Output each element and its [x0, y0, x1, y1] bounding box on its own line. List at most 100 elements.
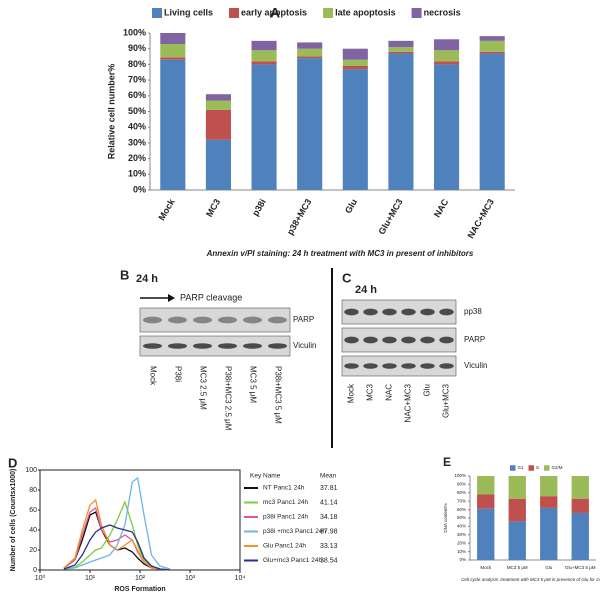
y-tick-label: 0	[33, 567, 37, 574]
y-tick-label: 100	[25, 467, 37, 474]
blot-band	[193, 343, 212, 349]
lane-label: Mock	[148, 366, 157, 386]
blot-band	[420, 363, 435, 369]
y-tick-label: 70%	[128, 74, 146, 84]
blot-band	[218, 343, 237, 349]
row-label: PARP	[464, 335, 485, 344]
blot-band	[439, 308, 454, 316]
row-label: Viculin	[464, 361, 487, 370]
annotation: PARP cleavage	[180, 292, 242, 302]
blot-band	[420, 336, 435, 344]
arrow-head	[168, 294, 175, 302]
legend-mean: 34.18	[320, 514, 338, 521]
bar-segment	[508, 521, 526, 560]
bar-segment	[297, 48, 323, 57]
legend-label: mc3 Panc1 24h	[263, 499, 309, 506]
blot-band	[420, 308, 435, 316]
x-tick-label: Glu+MC3 5 μM	[565, 565, 596, 570]
legend-mean: 87.98	[320, 528, 338, 535]
bar-segment	[160, 33, 186, 44]
legend-header: Key	[250, 473, 262, 480]
bar-segment	[388, 51, 414, 54]
row-label: PARP	[293, 315, 314, 324]
bar-segment	[342, 69, 368, 190]
legend-label: G1	[518, 465, 525, 470]
blot-band	[344, 308, 359, 316]
bar-segment	[388, 40, 414, 48]
legend-swatch	[229, 8, 240, 18]
legend-swatch	[323, 8, 334, 18]
y-tick-label: 10%	[457, 549, 466, 554]
blot-strip	[341, 355, 457, 377]
legend-label: necrosis	[424, 7, 461, 17]
bar-segment	[205, 94, 231, 101]
legend-label: Glu+mc3 Panc1 24h	[263, 557, 322, 564]
legend-label: NT Panc1 24h	[263, 485, 305, 492]
blot-band	[382, 363, 397, 369]
y-tick-label: 0%	[459, 557, 466, 562]
blot-band	[363, 308, 378, 316]
y-tick-label: 60%	[457, 507, 466, 512]
blot-band	[143, 316, 162, 324]
y-tick-label: 20%	[128, 153, 146, 163]
caption: Annexin v/PI staining: 24 h treatment wi…	[206, 249, 474, 258]
legend-swatch	[528, 465, 535, 471]
y-tick-label: 40	[29, 527, 37, 534]
bar-segment	[540, 507, 558, 560]
legend-mean: 33.13	[320, 543, 338, 550]
bar-segment	[251, 64, 277, 190]
x-tick-label: p38i	[250, 197, 268, 218]
legend-swatch	[152, 8, 162, 18]
blot-band	[243, 316, 262, 324]
lane-label: Glu+MC3	[442, 383, 451, 418]
blot-band	[382, 308, 397, 316]
legend-swatch	[544, 465, 550, 471]
bar-segment	[160, 59, 186, 190]
legend-label: Living cells	[164, 7, 213, 17]
y-axis-label: Number of cells (Countsx1000)	[10, 469, 17, 572]
x-tick-label: 10⁰	[35, 574, 46, 582]
legend-label: early apoptosis	[241, 7, 307, 17]
bar-segment	[571, 498, 589, 513]
panel-letter: B	[120, 267, 129, 282]
y-tick-label: 80%	[128, 59, 146, 69]
panel-letter: D	[8, 455, 17, 470]
lane-label: Mock	[347, 383, 356, 403]
bar-segment	[297, 58, 323, 191]
y-tick-label: 80%	[457, 490, 466, 495]
blot-band	[401, 363, 416, 369]
y-tick-label: 50%	[457, 515, 466, 520]
x-axis-label: ROS Formation	[114, 586, 165, 593]
blot-band	[268, 343, 287, 349]
bar-segment	[540, 476, 558, 497]
y-tick-label: 0%	[133, 184, 146, 194]
lane-label: NAC	[385, 384, 394, 401]
lane-label: P38i+MC3 2.5 μM	[223, 366, 232, 431]
blot-band	[363, 336, 378, 344]
legend-swatch	[510, 465, 516, 471]
bar-segment	[160, 57, 186, 60]
y-tick-label: 40%	[457, 524, 466, 529]
y-tick-label: 90%	[457, 482, 466, 487]
blot-band	[193, 316, 212, 324]
bar-segment	[479, 40, 505, 52]
lane-label: P38i+MC3 5 μM	[273, 366, 282, 424]
x-tick-label: MC3 5 μM	[507, 565, 528, 570]
y-axis-label: Relative cell number%	[106, 64, 116, 160]
x-tick-label: MC3	[204, 197, 222, 218]
time-label: 24 h	[136, 273, 158, 285]
bar-segment	[479, 53, 505, 190]
bar-segment	[251, 61, 277, 65]
blot-strip	[139, 307, 291, 333]
y-tick-label: 30%	[128, 137, 146, 147]
panel-letter: C	[342, 270, 352, 285]
blot-band	[344, 336, 359, 344]
blot-band	[168, 316, 187, 324]
bar-segment	[205, 109, 231, 140]
bar-segment	[434, 64, 460, 190]
y-tick-label: 80	[29, 487, 37, 494]
blot-band	[439, 363, 454, 369]
lane-label: NAC+MC3	[404, 383, 413, 422]
bar-segment	[205, 139, 231, 190]
panel-letter: E	[443, 455, 451, 469]
